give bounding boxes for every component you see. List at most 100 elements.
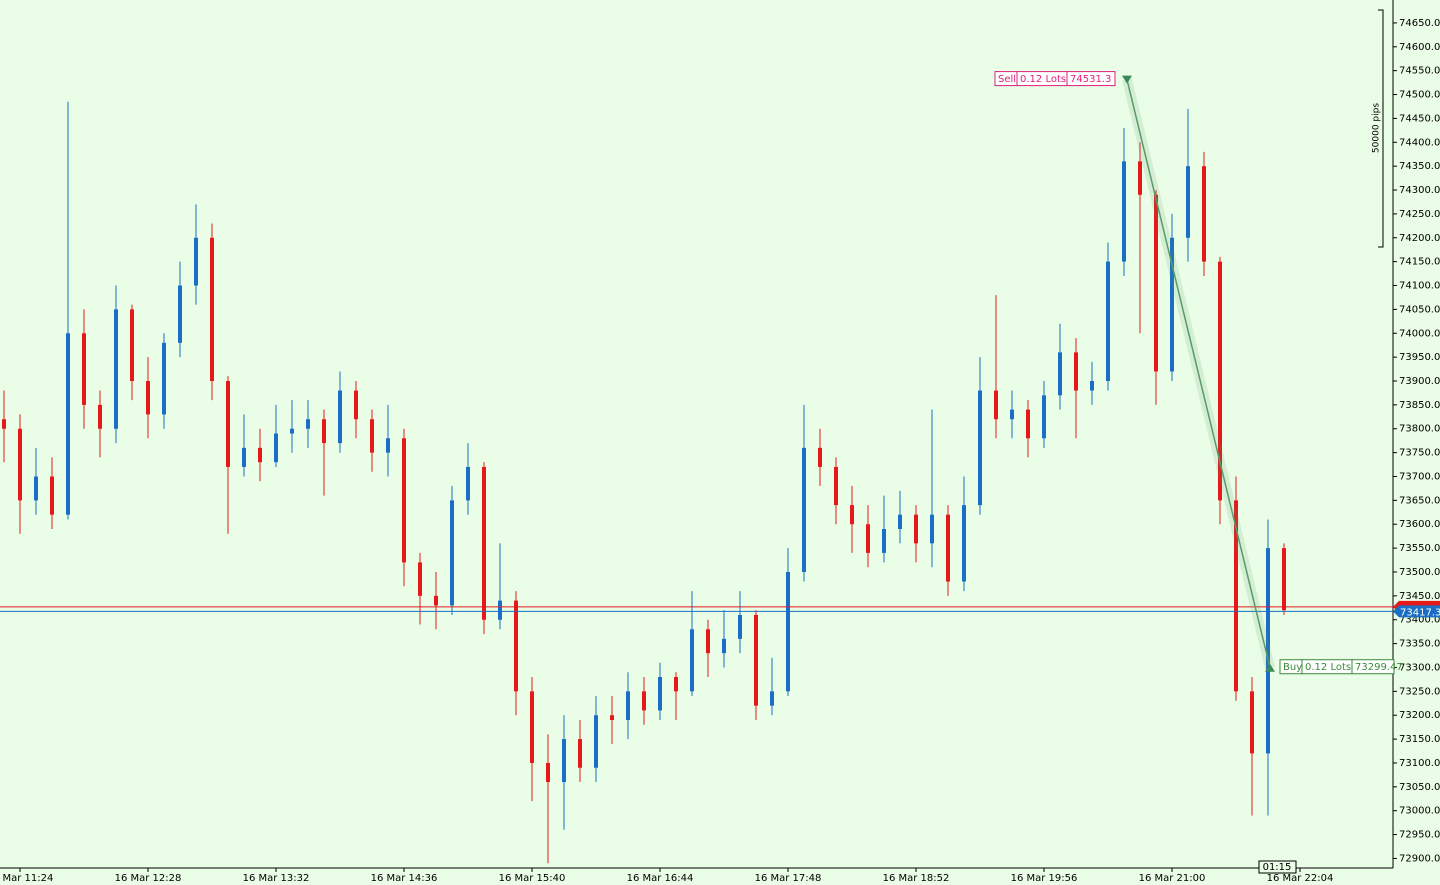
y-tick-label: 74550.00 (1399, 66, 1440, 77)
y-tick-label: 73050.00 (1399, 782, 1440, 793)
trade-line (1126, 79, 1271, 668)
ruler (1378, 9, 1384, 248)
y-tick-label: 73500.00 (1399, 567, 1440, 578)
trade-label: 73299.47 (1355, 662, 1403, 673)
y-tick-label: 74100.00 (1399, 281, 1440, 292)
candle-body (1218, 261, 1222, 501)
candle-body (66, 333, 70, 515)
y-tick-label: 73750.00 (1399, 448, 1440, 459)
candle-body (290, 428, 294, 434)
candle-body (802, 447, 806, 572)
candle-body (530, 691, 534, 763)
candle-body (34, 476, 38, 501)
candle-body (962, 505, 966, 582)
y-tick-label: 73600.00 (1399, 519, 1440, 530)
candle-body (674, 677, 678, 692)
candle-body (98, 404, 102, 429)
candle-body (146, 381, 150, 415)
x-tick-label: 16 Mar 22:04 (1267, 873, 1334, 884)
candle-body (402, 438, 406, 563)
y-tick-label: 73650.00 (1399, 495, 1440, 506)
y-tick-label: 73350.00 (1399, 639, 1440, 650)
y-tick-label: 73100.00 (1399, 758, 1440, 769)
trade-label: 0.12 Lots (1020, 74, 1066, 85)
x-tick-label: 16 Mar 15:40 (499, 873, 566, 884)
y-tick-label: 74450.00 (1399, 113, 1440, 124)
countdown-box (1258, 860, 1297, 874)
y-tick-label: 73450.00 (1399, 591, 1440, 602)
candle-body (1186, 166, 1190, 238)
candle-body (738, 614, 742, 639)
candle-body (1090, 381, 1094, 391)
candle-body (354, 390, 358, 420)
candle-body (546, 762, 550, 783)
trade-label-box (1351, 659, 1395, 675)
candle-body (610, 715, 614, 720)
candle-body (690, 629, 694, 692)
candle-body (1122, 161, 1126, 262)
candle-body (866, 524, 870, 553)
candle-body (722, 638, 726, 654)
candle-body (994, 390, 998, 420)
candle-body (1250, 691, 1254, 754)
candle-body (2, 419, 6, 429)
candle-body (386, 438, 390, 453)
y-tick-label: 73400.00 (1399, 615, 1440, 626)
candle-body (1282, 548, 1286, 611)
y-tick-label: 72950.00 (1399, 830, 1440, 841)
y-tick-label: 73250.00 (1399, 686, 1440, 697)
y-tick-label: 73700.00 (1399, 471, 1440, 482)
candle-body (1026, 409, 1030, 439)
y-tick-label: 73550.00 (1399, 543, 1440, 554)
candle-body (626, 691, 630, 720)
trade-label: 0.12 Lots (1305, 662, 1351, 673)
candle-body (1170, 237, 1174, 372)
candle-body (370, 419, 374, 453)
trade-label-box (1066, 71, 1116, 87)
y-tick-label: 73000.00 (1399, 806, 1440, 817)
candle-body (434, 595, 438, 606)
candle-body (258, 447, 262, 463)
candle-body (562, 739, 566, 783)
y-tick-label: 74500.00 (1399, 90, 1440, 101)
bid-label: 73417.38 (1400, 607, 1440, 618)
candle-body (162, 342, 166, 415)
candle-body (834, 466, 838, 506)
candle-body (482, 466, 486, 620)
candle-body (226, 381, 230, 467)
y-tick-label: 73300.00 (1399, 662, 1440, 673)
candle-body (498, 600, 502, 620)
x-tick-label: 16 Mar 14:36 (371, 873, 438, 884)
y-tick-label: 74150.00 (1399, 257, 1440, 268)
candle-body (978, 390, 982, 506)
trade-marker (1122, 75, 1132, 84)
candle-body (18, 428, 22, 501)
candle-body (1074, 352, 1078, 391)
candle-body (770, 691, 774, 706)
x-tick-label: 16 Mar 21:00 (1139, 873, 1206, 884)
candle-body (1138, 161, 1142, 195)
candle-body (898, 514, 902, 530)
candle-body (578, 739, 582, 768)
y-tick-label: 73800.00 (1399, 424, 1440, 435)
candle-body (1010, 409, 1014, 420)
y-tick-label: 74000.00 (1399, 328, 1440, 339)
candle-body (1234, 500, 1238, 692)
y-tick-label: 73900.00 (1399, 376, 1440, 387)
y-tick-label: 74200.00 (1399, 233, 1440, 244)
candle-body (242, 447, 246, 467)
candle-body (786, 571, 790, 692)
y-tick-label: 74650.00 (1399, 18, 1440, 29)
candle-body (1042, 395, 1046, 439)
candle-body (194, 237, 198, 286)
y-tick-label: 74250.00 (1399, 209, 1440, 220)
candle-body (642, 691, 646, 711)
candle-body (914, 514, 918, 544)
candle-body (1058, 352, 1062, 396)
candle-body (1154, 194, 1158, 372)
candle-body (306, 419, 310, 429)
x-tick-label: 16 Mar 12:28 (115, 873, 182, 884)
x-tick-label: 16 Mar 11:24 (0, 873, 53, 884)
